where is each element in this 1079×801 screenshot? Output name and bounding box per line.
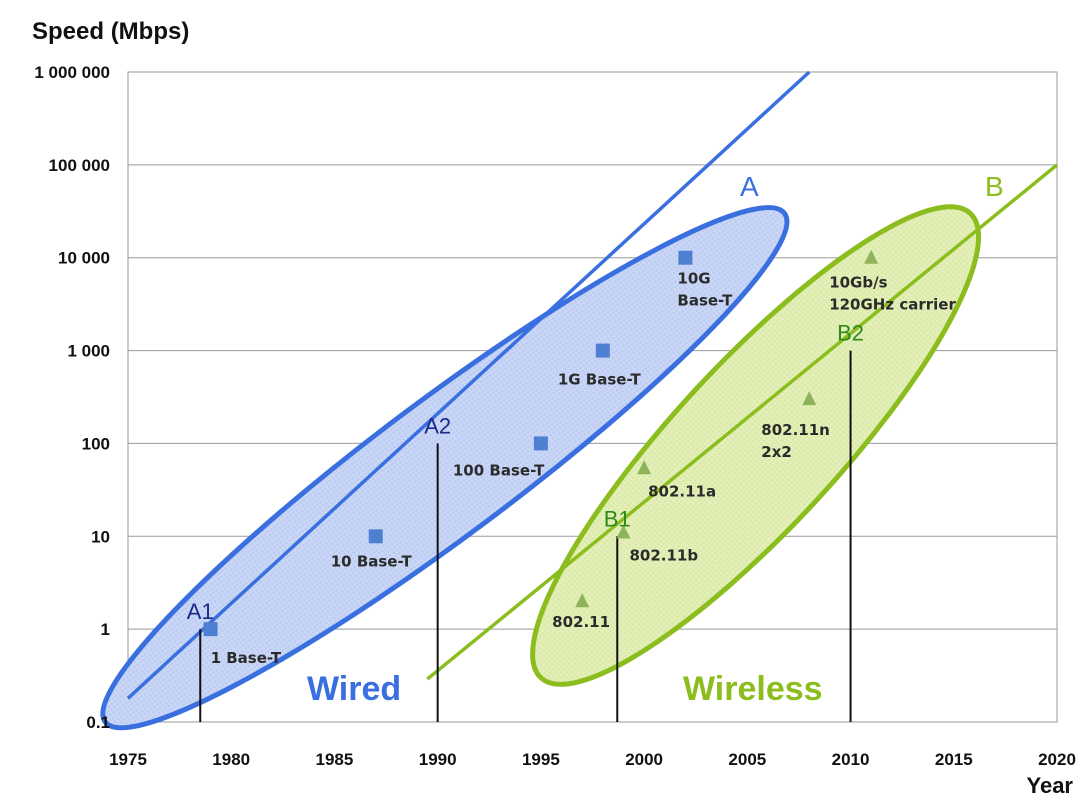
point-label: 10Gb/s xyxy=(829,274,887,292)
marker-label-B1: B1 xyxy=(604,506,631,531)
point-wireless xyxy=(864,249,879,264)
point-wireless xyxy=(637,460,652,475)
text-labels: A B A1 A2 B1 B2 1 Base-T 10 Base-T 100 Base-T 1G … xyxy=(187,171,1004,708)
point-wired xyxy=(678,250,693,265)
y-tick-label: 10 xyxy=(91,527,110,546)
drop-lines xyxy=(199,350,852,722)
wired-region xyxy=(100,205,790,731)
axis-ticks: 0.1 1 10 100 1 000 10 000 100 000 1 000 000 1975… xyxy=(34,63,1076,769)
x-tick-label: 1995 xyxy=(522,750,560,769)
point-label: 2x2 xyxy=(761,443,792,461)
wireless-region xyxy=(530,204,982,687)
point-label: Base-T xyxy=(677,292,733,310)
y-tick-label: 0.1 xyxy=(86,713,110,732)
x-tick-label: 2020 xyxy=(1038,750,1076,769)
point-label: 120GHz carrier xyxy=(829,296,956,314)
x-tick-label: 1980 xyxy=(212,750,250,769)
x-tick-label: 2005 xyxy=(728,750,766,769)
y-axis-title: Speed (Mbps) xyxy=(32,18,189,45)
series-label-wireless: Wireless xyxy=(683,670,823,708)
point-wireless xyxy=(802,391,817,406)
point-wireless xyxy=(616,524,631,539)
point-wired xyxy=(203,622,218,637)
point-wireless xyxy=(575,593,590,608)
point-label: 10 Base-T xyxy=(331,552,413,570)
point-label: 1 Base-T xyxy=(211,649,282,667)
y-tick-label: 1 xyxy=(101,620,110,639)
marker-label-A1: A1 xyxy=(187,599,214,624)
x-axis-title: Year xyxy=(1027,773,1074,798)
x-tick-label: 2015 xyxy=(935,750,973,769)
series-label-wired: Wired xyxy=(307,670,401,708)
y-tick-label: 10 000 xyxy=(58,249,110,268)
point-label: 802.11b xyxy=(629,546,698,564)
trend-label-A: A xyxy=(740,171,759,202)
y-tick-label: 100 xyxy=(82,434,110,453)
trend-line-A xyxy=(126,70,811,700)
y-tick-label: 1 000 000 xyxy=(34,63,110,82)
point-wired xyxy=(595,343,610,358)
regions xyxy=(100,204,982,731)
point-wired xyxy=(533,436,548,451)
x-tick-label: 1975 xyxy=(109,750,147,769)
point-label: 100 Base-T xyxy=(453,461,545,479)
point-label: 802.11n xyxy=(761,421,830,439)
trend-label-B: B xyxy=(985,171,1004,202)
data-points xyxy=(203,249,879,637)
point-label: 802.11 xyxy=(552,613,610,631)
x-tick-label: 2000 xyxy=(625,750,663,769)
x-tick-label: 2010 xyxy=(832,750,870,769)
marker-label-A2: A2 xyxy=(424,413,451,438)
y-tick-label: 1 000 xyxy=(67,342,110,361)
marker-label-B2: B2 xyxy=(837,321,864,346)
x-tick-label: 1985 xyxy=(316,750,354,769)
trend-lines xyxy=(126,70,1059,700)
y-tick-label: 100 000 xyxy=(49,156,110,175)
x-tick-label: 1990 xyxy=(419,750,457,769)
point-label: 1G Base-T xyxy=(558,371,642,389)
point-label: 10G xyxy=(677,270,710,288)
trend-line-B xyxy=(426,163,1059,681)
point-label: 802.11a xyxy=(648,482,716,500)
point-wired xyxy=(368,529,383,544)
